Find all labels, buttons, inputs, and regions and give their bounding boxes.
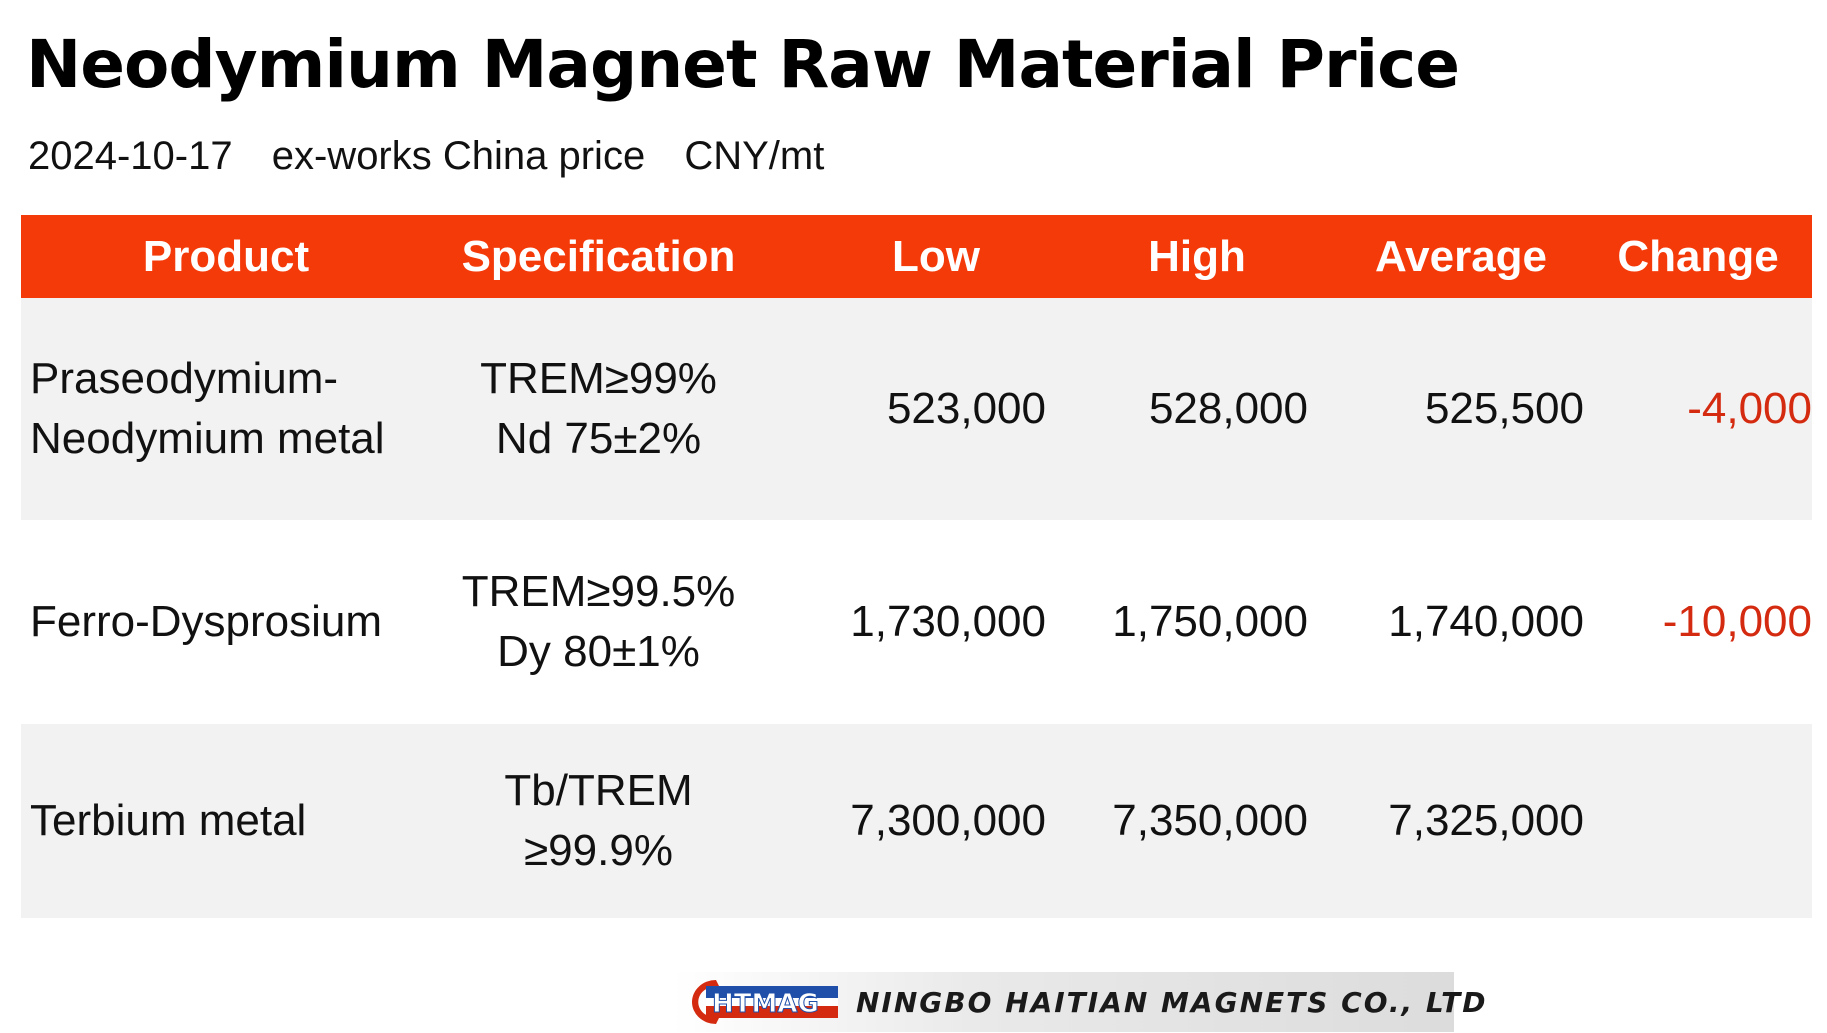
average-cell: 1,740,000 (1388, 597, 1584, 646)
spec-line: Tb/TREM (504, 766, 693, 815)
htmag-logo-icon: HTMAG (676, 976, 838, 1028)
product-line: Praseodymium- (30, 354, 339, 403)
high-cell: 7,350,000 (1112, 796, 1308, 845)
high-cell: 1,750,000 (1112, 597, 1308, 646)
change-cell: -4,000 (1687, 384, 1812, 433)
average-cell: 525,500 (1424, 384, 1584, 433)
spec-cell: TREM≥99.5% Dy 80±1% (431, 562, 766, 682)
spec-line: Dy 80±1% (497, 627, 700, 676)
spec-line: Nd 75±2% (495, 414, 702, 463)
table-row: Praseodymium- Neodymium metal TREM≥99% N… (21, 298, 1812, 520)
table-row: Ferro-Dysprosium TREM≥99.5% Dy 80±1% 1,7… (21, 520, 1812, 724)
change-cell: -10,000 (1662, 597, 1812, 646)
header-product: Product (142, 231, 310, 281)
header-change: Change (1617, 231, 1779, 281)
spec-cell: Tb/TREM ≥99.9% (431, 761, 766, 881)
spec-line: TREM≥99% (480, 354, 717, 403)
header-low: Low (892, 231, 980, 281)
price-unit: CNY/mt (684, 134, 825, 178)
product-line: Neodymium metal (30, 414, 385, 463)
low-cell: 7,300,000 (850, 796, 1046, 845)
spec-line: ≥99.9% (524, 826, 673, 875)
header-average: Average (1374, 231, 1548, 281)
price-date: 2024-10-17 (28, 134, 233, 178)
header-high: High (1148, 231, 1246, 281)
table-row: Terbium metal Tb/TREM ≥99.9% 7,300,000 7… (21, 724, 1812, 918)
product-cell: Praseodymium- Neodymium metal (21, 349, 431, 469)
spec-line: TREM≥99.5% (461, 567, 736, 616)
table-header: Product Specification Low High Average C… (21, 215, 1812, 298)
product-cell: Terbium metal (21, 791, 431, 851)
high-cell: 528,000 (1148, 384, 1308, 433)
low-cell: 523,000 (886, 384, 1046, 433)
subtitle: 2024-10-17 ex-works China price CNY/mt (28, 134, 852, 179)
spec-cell: TREM≥99% Nd 75±2% (431, 349, 766, 469)
product-cell: Ferro-Dysprosium (21, 592, 431, 652)
price-basis: ex-works China price (271, 134, 646, 178)
product-line: Terbium metal (30, 796, 307, 845)
low-cell: 1,730,000 (850, 597, 1046, 646)
header-specification: Specification (461, 231, 736, 281)
company-name: NINGBO HAITIAN MAGNETS CO., LTD (856, 985, 1488, 1019)
company-logo-banner: HTMAG NINGBO HAITIAN MAGNETS CO., LTD (672, 972, 1485, 1032)
average-cell: 7,325,000 (1388, 796, 1584, 845)
page-title: Neodymium Magnet Raw Material Price (26, 26, 1460, 103)
product-line: Ferro-Dysprosium (30, 597, 383, 646)
price-table: Product Specification Low High Average C… (21, 215, 1812, 918)
logo-letters: HTMAG (712, 989, 819, 1019)
